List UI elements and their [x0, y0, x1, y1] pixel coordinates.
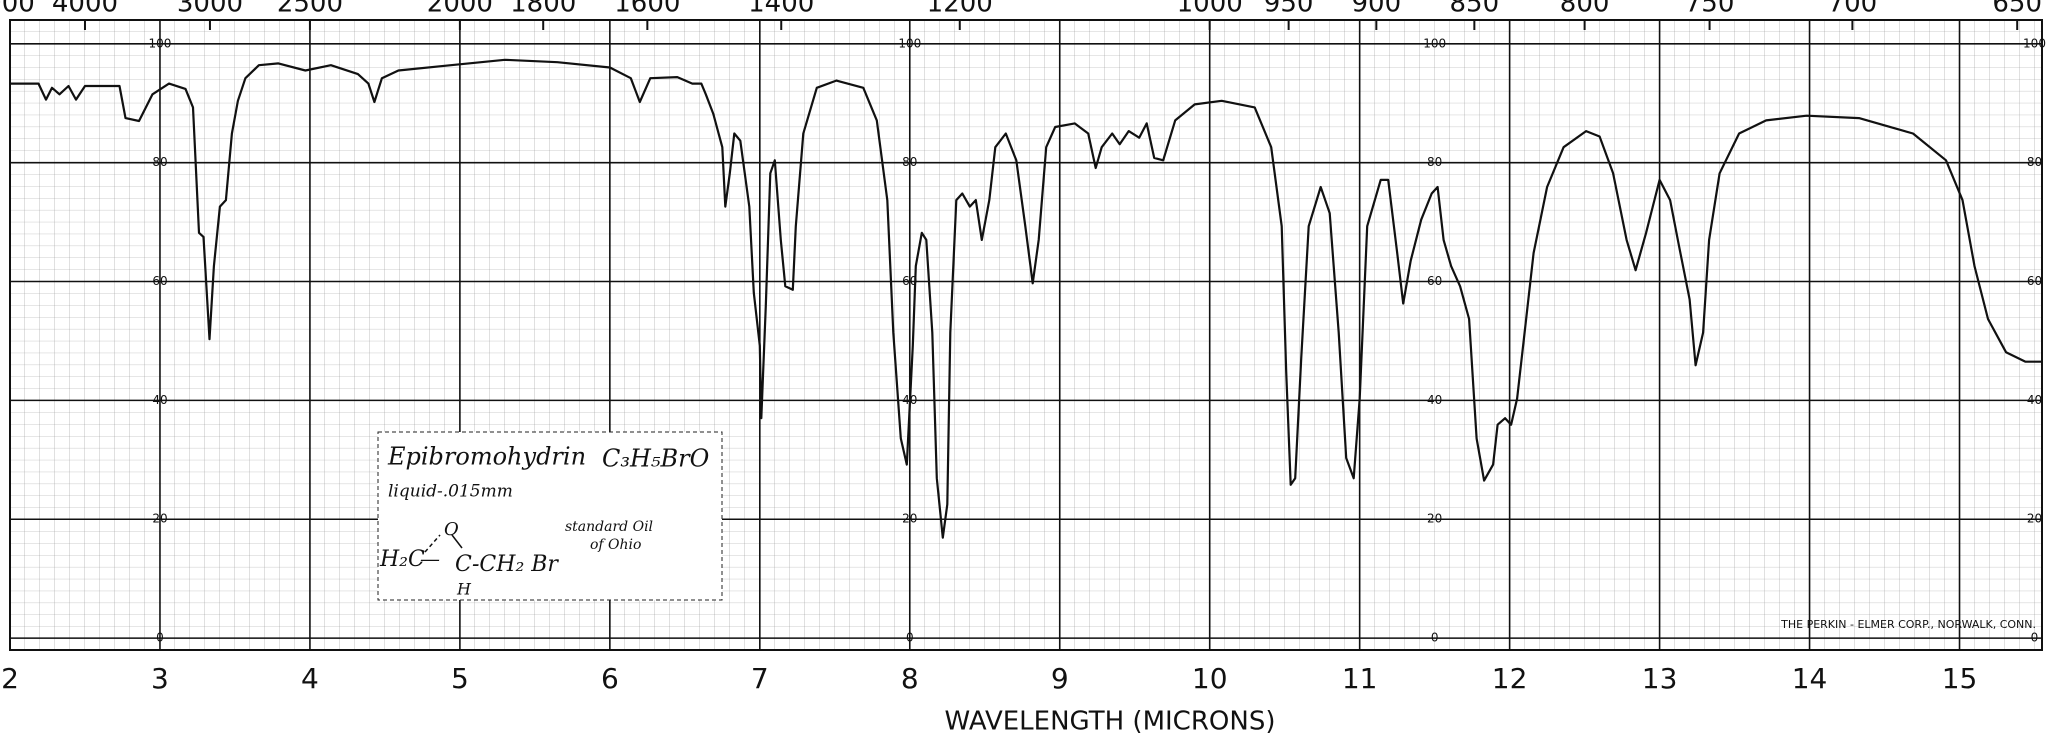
source: standard Oil: [565, 519, 653, 535]
top-tick-label: 750: [1685, 0, 1735, 19]
x-tick-label: 15: [1942, 662, 1978, 695]
y-tick-label: 0: [1431, 631, 1439, 645]
x-tick-label: 3: [151, 662, 169, 695]
top-tick-label: 1800: [510, 0, 576, 19]
structure-bond: —: [420, 547, 440, 571]
x-tick-label: 4: [301, 662, 319, 695]
structure-atom: O: [444, 519, 459, 540]
top-tick-label: 800: [1560, 0, 1610, 19]
x-tick-label: 13: [1642, 662, 1678, 695]
y-tick-label: 60: [1427, 274, 1442, 288]
y-tick-label: 20: [152, 512, 167, 526]
top-tick-label: 700: [1828, 0, 1878, 19]
top-tick-label: 850: [1450, 0, 1500, 19]
structure-atom: H₂C: [379, 547, 425, 572]
y-tick-label: 20: [2027, 512, 2042, 526]
y-tick-label: 100: [1423, 36, 1446, 50]
top-tick-label: 900: [1352, 0, 1402, 19]
x-tick-label: 9: [1051, 662, 1069, 695]
y-tick-label: 40: [1427, 393, 1442, 407]
top-tick-label: 2500: [277, 0, 343, 19]
top-tick-label: 1400: [748, 0, 814, 19]
top-tick-label: 950: [1264, 0, 1314, 19]
y-tick-label: 20: [902, 512, 917, 526]
top-tick-label: 1200: [927, 0, 993, 19]
x-tick-label: 7: [751, 662, 769, 695]
top-tick-label: 4000: [52, 0, 118, 19]
y-tick-label: 100: [149, 36, 172, 50]
x-tick-label: 10: [1192, 662, 1228, 695]
x-tick-label: 12: [1492, 662, 1528, 695]
x-tick-label: 14: [1792, 662, 1828, 695]
x-tick-label: 5: [451, 662, 469, 695]
y-tick-label: 80: [152, 155, 167, 169]
sample-info: liquid-.015mm: [388, 482, 513, 502]
bond: [451, 534, 463, 549]
x-tick-label: 8: [901, 662, 919, 695]
bond: [424, 534, 441, 553]
compound-name: Epibromohydrin: [387, 443, 586, 471]
y-tick-label: 100: [2023, 36, 2046, 50]
top-tick-label: 1000: [1177, 0, 1243, 19]
y-tick-label: 40: [152, 393, 167, 407]
x-tick-label: 6: [601, 662, 619, 695]
y-tick-label: 100: [898, 36, 921, 50]
y-tick-label: 60: [902, 274, 917, 288]
spectrum-line: [10, 58, 2042, 539]
y-tick-label: 60: [2027, 274, 2042, 288]
y-tick-label: 0: [156, 631, 164, 645]
label-card: [377, 431, 723, 601]
y-tick-label: 0: [2031, 631, 2039, 645]
y-tick-label: 40: [2027, 393, 2042, 407]
top-tick-label: 650: [1992, 0, 2042, 19]
plot-area: [9, 19, 2043, 651]
structure-group: -CH₂ Br: [472, 552, 559, 577]
x-tick-label: 11: [1342, 662, 1378, 695]
top-tick-label: 1600: [614, 0, 680, 19]
y-tick-label: 20: [1427, 512, 1442, 526]
y-tick-label: 80: [1427, 155, 1442, 169]
top-tick-label: 2000: [427, 0, 493, 19]
top-tick-label: 3000: [177, 0, 243, 19]
formula: C₃H₅BrO: [602, 445, 710, 473]
y-tick-label: 80: [902, 155, 917, 169]
sample-label: Epibromohydrin C₃H₅BrO liquid-.015mm sta…: [377, 431, 723, 601]
maker-imprint: THE PERKIN - ELMER CORP., NORWALK, CONN.: [1780, 618, 2036, 631]
y-tick-label: 60: [152, 274, 167, 288]
y-tick-label: 80: [2027, 155, 2042, 169]
structure-atom: H: [456, 580, 472, 599]
x-tick-label: 2: [1, 662, 19, 695]
source: of Ohio: [590, 537, 641, 553]
y-tick-label: 0: [906, 631, 914, 645]
structure-atom: C: [455, 552, 472, 577]
x-axis-label: WAVELENGTH (MICRONS): [945, 707, 1276, 737]
top-tick-label: 000: [0, 0, 35, 19]
